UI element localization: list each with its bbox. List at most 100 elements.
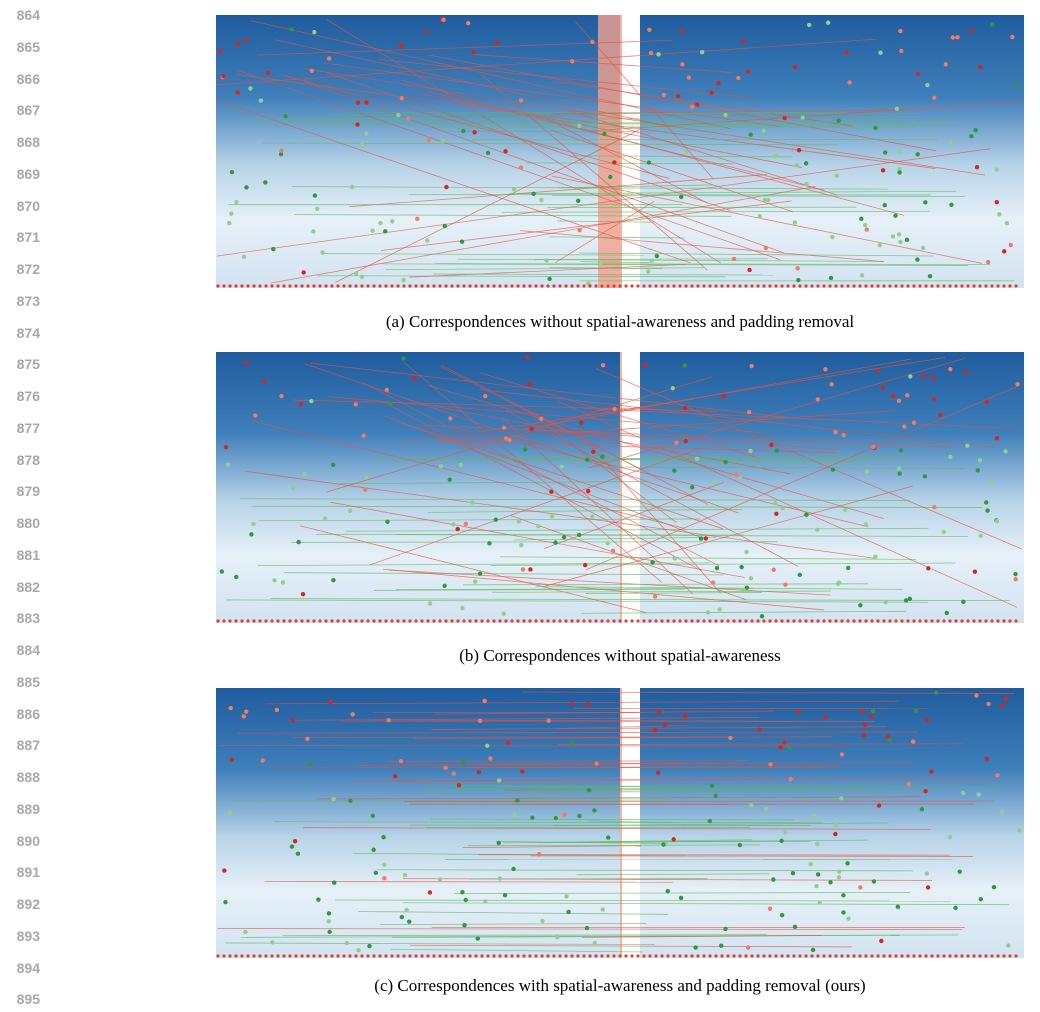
keypoint: [984, 500, 988, 504]
keypoint: [974, 128, 978, 132]
keypoint: [772, 568, 776, 572]
border-point: [498, 954, 501, 957]
keypoint: [858, 603, 862, 607]
border-point: [306, 284, 309, 287]
keypoint: [841, 433, 845, 437]
border-point: [408, 619, 411, 622]
keypoint: [497, 778, 501, 782]
keypoint: [978, 65, 982, 69]
border-point: [498, 619, 501, 622]
border-point: [258, 954, 261, 957]
keypoint: [412, 376, 416, 380]
border-point: [576, 954, 579, 957]
border-point: [612, 284, 615, 287]
keypoint: [881, 385, 885, 389]
correspondence-line: [293, 737, 727, 738]
keypoint: [502, 426, 506, 430]
keypoint: [739, 565, 743, 569]
border-point: [996, 954, 999, 957]
keypoint: [844, 50, 848, 54]
border-point: [630, 284, 633, 287]
border-point: [804, 619, 807, 622]
border-point: [462, 954, 465, 957]
border-point: [696, 284, 699, 287]
border-point: [414, 284, 417, 287]
keypoint: [921, 374, 925, 378]
border-point: [654, 284, 657, 287]
keypoint: [406, 116, 410, 120]
border-point: [588, 619, 591, 622]
keypoint: [647, 160, 651, 164]
keypoint: [666, 889, 670, 893]
border-point: [294, 954, 297, 957]
border-point: [960, 284, 963, 287]
keypoint: [923, 474, 927, 478]
border-point: [294, 619, 297, 622]
border-point: [702, 619, 705, 622]
keypoint: [841, 893, 845, 897]
border-point: [930, 954, 933, 957]
border-point: [276, 619, 279, 622]
line-number: 893: [0, 928, 40, 944]
keypoint: [585, 457, 589, 461]
keypoint: [470, 500, 474, 504]
keypoint: [807, 23, 811, 27]
keypoint: [796, 710, 800, 714]
border-point: [660, 619, 663, 622]
keypoint: [964, 371, 968, 375]
border-point: [504, 619, 507, 622]
keypoint: [881, 168, 885, 172]
keypoint: [1000, 703, 1004, 707]
border-point: [786, 619, 789, 622]
border-point: [720, 954, 723, 957]
border-point: [432, 619, 435, 622]
border-point: [486, 954, 489, 957]
keypoint: [393, 774, 397, 778]
keypoint: [426, 138, 430, 142]
border-point: [474, 619, 477, 622]
left-image: [216, 15, 620, 288]
keypoint: [452, 771, 456, 775]
line-number: 880: [0, 515, 40, 531]
line-number: 886: [0, 706, 40, 722]
keypoint: [486, 151, 490, 155]
keypoint: [837, 869, 841, 873]
border-point: [696, 619, 699, 622]
border-point: [546, 284, 549, 287]
border-point: [882, 954, 885, 957]
keypoint: [796, 278, 800, 282]
keypoint: [747, 268, 751, 272]
keypoint: [327, 56, 331, 60]
keypoint: [715, 566, 719, 570]
keypoint: [684, 439, 688, 443]
border-point: [1008, 619, 1011, 622]
keypoint: [818, 900, 822, 904]
keypoint: [562, 813, 566, 817]
border-point: [330, 284, 333, 287]
keypoint: [540, 919, 544, 923]
border-point: [768, 954, 771, 957]
keypoint: [235, 42, 239, 46]
keypoint: [401, 356, 405, 360]
border-point: [246, 284, 249, 287]
keypoint: [653, 728, 657, 732]
keypoint: [291, 718, 295, 722]
keypoint: [586, 489, 590, 493]
border-point: [420, 619, 423, 622]
keypoint: [925, 871, 929, 875]
keypoint: [328, 700, 332, 704]
border-point: [582, 284, 585, 287]
keypoint: [891, 394, 895, 398]
border-point: [900, 619, 903, 622]
keypoint: [438, 877, 442, 881]
keypoint: [923, 789, 927, 793]
line-number: 875: [0, 356, 40, 372]
border-point: [516, 954, 519, 957]
keypoint: [536, 524, 540, 528]
keypoint: [577, 533, 581, 537]
border-point: [684, 619, 687, 622]
border-point: [588, 954, 591, 957]
border-point: [792, 619, 795, 622]
keypoint: [381, 835, 385, 839]
keypoint: [704, 536, 708, 540]
